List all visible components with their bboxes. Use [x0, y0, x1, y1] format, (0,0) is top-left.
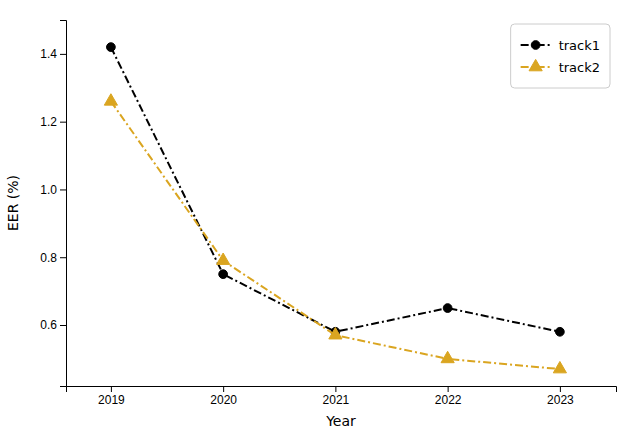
tick-label: 2023 — [547, 393, 574, 407]
tick-mark — [223, 386, 224, 392]
legend-item: track2 — [521, 59, 600, 74]
tick-mark — [560, 386, 561, 392]
x-axis-title: Year — [325, 413, 356, 429]
tick-mark — [60, 54, 66, 55]
series-line — [111, 47, 560, 332]
series-marker — [217, 253, 230, 264]
plot-area — [104, 43, 566, 373]
tick-label: 0.8 — [40, 251, 57, 265]
tick: 0.6 — [40, 318, 66, 332]
tick: 1.2 — [40, 115, 66, 129]
x-axis: 2019 2020 2021 2022 2023 — [67, 386, 617, 407]
chart: 2019 2020 2021 2022 2023 0.6 0.8 1.0 1.2 1.4 Year E… — [0, 0, 640, 440]
tick: 2021 — [323, 386, 350, 407]
tick-label: 1.4 — [40, 47, 57, 61]
tick-label: 2022 — [435, 393, 462, 407]
y-axis: 0.6 0.8 1.0 1.2 1.4 — [40, 21, 66, 387]
tick-label: 2019 — [98, 393, 125, 407]
legend-box — [511, 24, 610, 88]
tick-mark — [335, 386, 336, 392]
series-marker — [219, 270, 228, 279]
tick-label: 2020 — [210, 393, 237, 407]
series-marker — [556, 327, 565, 336]
tick-mark — [60, 122, 66, 123]
tick-label: 2021 — [323, 393, 350, 407]
tick: 1.4 — [40, 47, 66, 61]
tick: 2020 — [210, 386, 237, 407]
tick-mark — [60, 257, 66, 258]
series-line — [111, 101, 560, 369]
tick-label: 1.0 — [40, 183, 57, 197]
tick-label: 0.6 — [40, 318, 57, 332]
tick-mark — [60, 325, 66, 326]
tick-mark — [111, 386, 112, 392]
legend-symbol — [531, 41, 540, 50]
legend-item: track1 — [521, 38, 600, 53]
series-marker — [443, 304, 452, 313]
tick-mark — [60, 189, 66, 190]
legend: track1 track2 — [511, 24, 610, 88]
tick-label: 1.2 — [40, 115, 57, 129]
tick: 2022 — [435, 386, 462, 407]
tick: 2023 — [547, 386, 574, 407]
tick: 2019 — [98, 386, 125, 407]
tick-mark — [448, 386, 449, 392]
series-marker — [441, 351, 454, 362]
legend-label: track2 — [559, 60, 600, 75]
legend-label: track1 — [559, 38, 600, 53]
legend-symbol — [529, 59, 542, 70]
axis-line — [67, 387, 617, 393]
series-marker — [107, 43, 116, 52]
tick: 0.8 — [40, 251, 66, 265]
series-marker — [329, 328, 342, 339]
series-marker — [104, 94, 117, 105]
tick: 1.0 — [40, 183, 66, 197]
series-marker — [553, 361, 566, 372]
y-axis-title: EER (%) — [5, 175, 21, 231]
axis-line — [60, 21, 67, 387]
